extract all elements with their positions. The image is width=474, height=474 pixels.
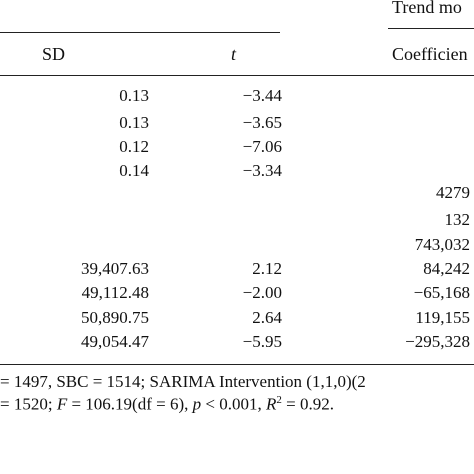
sd-cell: 49,112.48	[81, 283, 149, 302]
footnote-line-1: = 1497, SBC = 1514; SARIMA Intervention …	[0, 372, 366, 392]
t-cell: 2.12	[252, 259, 282, 278]
coefficient-cell: 4279	[436, 183, 470, 202]
coefficient-cell: 119,155	[415, 308, 470, 327]
column-header-rule	[0, 75, 474, 76]
column-header-coefficient: Coefficien	[392, 44, 468, 64]
t-cell: −3.34	[242, 161, 282, 180]
sd-cell: 0.14	[119, 161, 149, 180]
t-cell: −3.65	[242, 113, 282, 132]
sd-cell: 39,407.63	[81, 259, 149, 278]
r-squared-exponent: 2	[276, 394, 282, 406]
footnote-text: = 1497, SBC = 1514; SARIMA Intervention …	[0, 372, 366, 391]
t-cell: −7.06	[242, 137, 282, 156]
footnote-text: = 106.19(df = 6),	[67, 394, 193, 414]
column-header-t: t	[231, 44, 237, 64]
t-cell: −2.00	[242, 283, 282, 302]
coefficient-cell: 84,242	[423, 259, 470, 278]
t-cell: 2.64	[252, 308, 282, 327]
table-bottom-rule	[0, 364, 474, 365]
t-cell: −5.95	[242, 332, 282, 351]
sd-cell: 50,890.75	[81, 308, 149, 327]
column-header-sd: SD	[42, 44, 66, 64]
sd-cell: 49,054.47	[81, 332, 149, 351]
t-cell: −3.44	[242, 86, 282, 105]
trend-model-header: Trend mo	[392, 0, 462, 17]
footnote-line-2: = 1520; F = 106.19(df = 6), p < 0.001, R…	[0, 394, 334, 415]
footnote-text: = 0.92.	[281, 394, 334, 414]
coefficient-cell: −65,168	[413, 283, 470, 302]
trend-model-rule	[388, 28, 474, 29]
coefficient-cell: 132	[444, 210, 471, 229]
sd-cell: 0.12	[119, 137, 149, 156]
sd-cell: 0.13	[119, 86, 149, 105]
coefficient-cell: 743,032	[414, 235, 470, 254]
r-squared-symbol: R	[265, 394, 277, 414]
footnote-text: = 1520;	[0, 394, 57, 414]
coefficient-cell: −295,328	[405, 332, 470, 351]
footnote-text: < 0.001,	[201, 394, 266, 414]
p-value-symbol: p	[192, 394, 202, 414]
f-statistic-symbol: F	[56, 394, 68, 414]
header-rule	[0, 32, 280, 33]
sd-cell: 0.13	[119, 113, 149, 132]
